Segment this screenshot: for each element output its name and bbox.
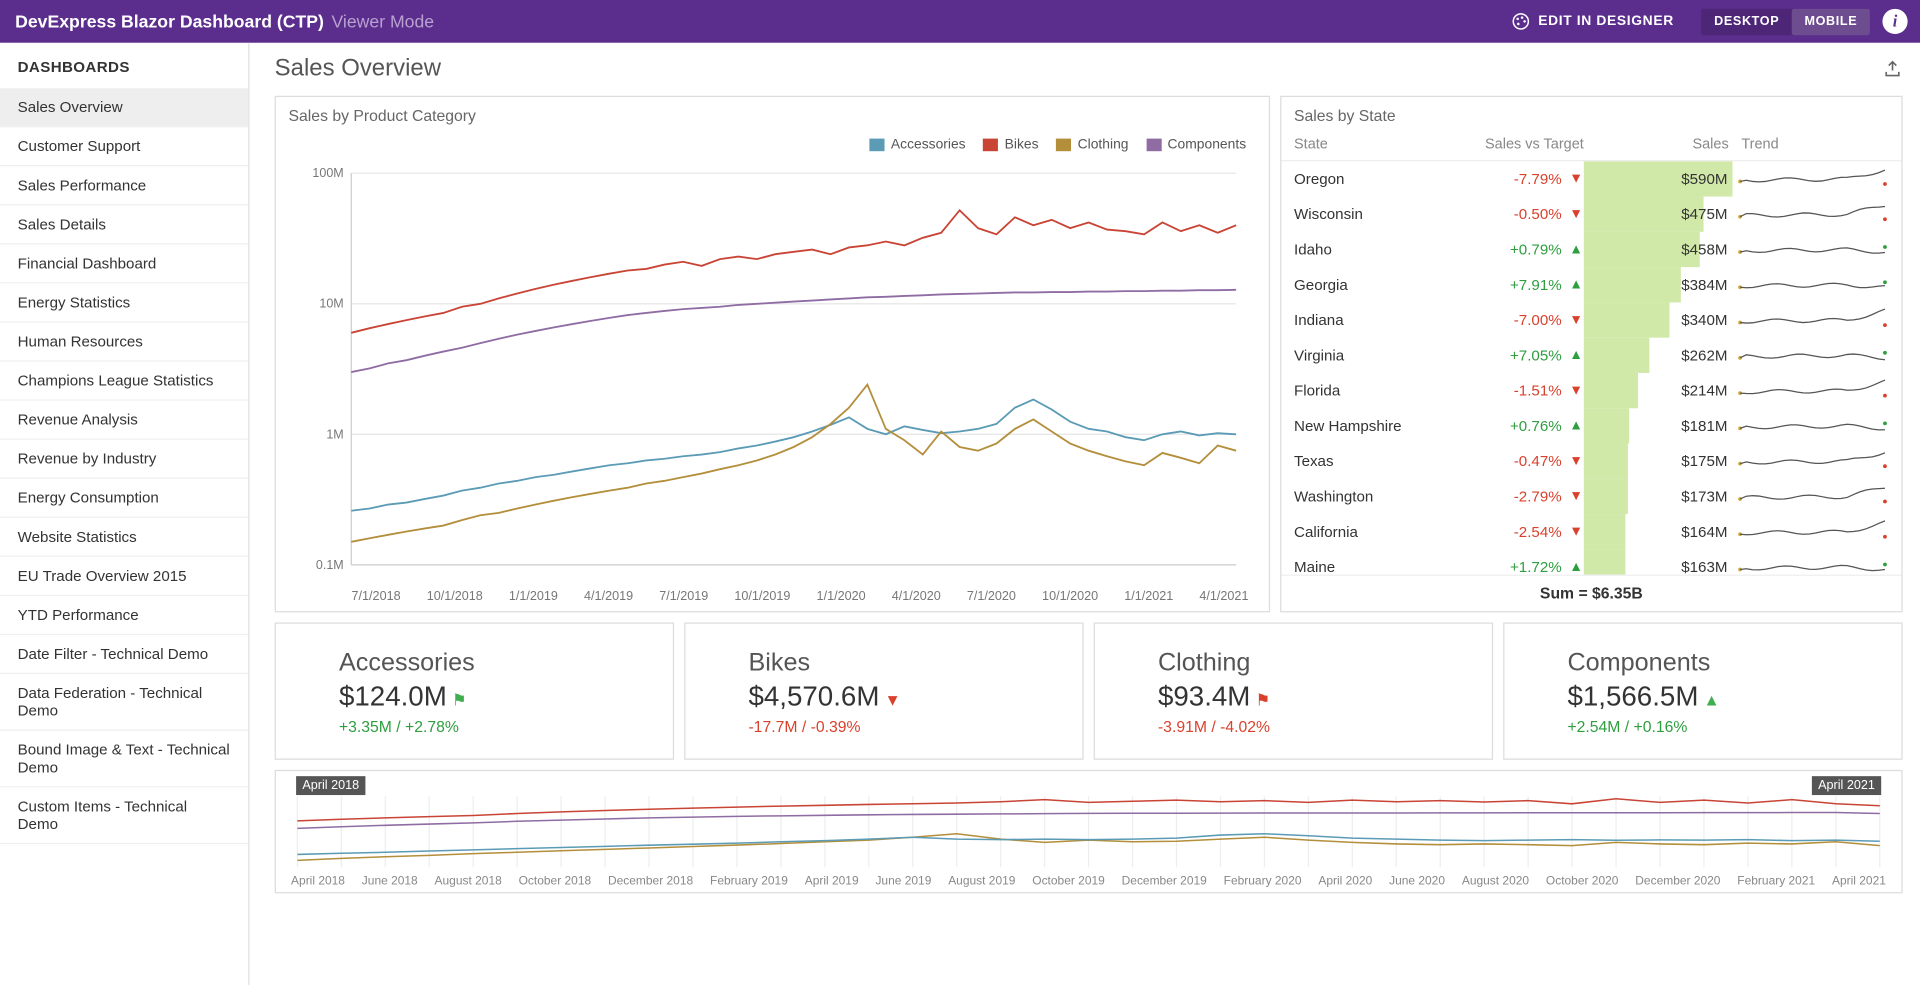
timeline-start-label: April 2018: [296, 776, 365, 795]
state-row[interactable]: Maine+1.72%▲$163M: [1281, 549, 1901, 574]
state-table-body: Oregon-7.79%▼$590MWisconsin-0.50%▼$475MI…: [1281, 161, 1901, 574]
page-title: Sales Overview: [275, 55, 441, 83]
legend-swatch: [1056, 139, 1071, 152]
svg-text:1M: 1M: [326, 426, 343, 441]
legend-swatch: [869, 139, 884, 152]
page-title-row: Sales Overview: [275, 55, 1903, 83]
mobile-toggle[interactable]: MOBILE: [1792, 8, 1870, 34]
legend-item[interactable]: Clothing: [1056, 137, 1128, 152]
kpi-row: Accessories$124.0M⚑+3.35M / +2.78%Bikes$…: [275, 622, 1903, 759]
palette-icon: [1511, 11, 1531, 31]
info-icon[interactable]: i: [1882, 9, 1907, 34]
line-chart: 100M 10M 1M 0.1M: [296, 160, 1249, 583]
state-row[interactable]: Texas-0.47%▼$175M: [1281, 444, 1901, 479]
sidebar-item[interactable]: Human Resources: [0, 323, 248, 362]
state-row[interactable]: Washington-2.79%▼$173M: [1281, 479, 1901, 514]
sidebar-item[interactable]: Bound Image & Text - Technical Demo: [0, 731, 248, 788]
view-mode-toggle: DESKTOP MOBILE: [1702, 8, 1870, 34]
sidebar-item[interactable]: Revenue Analysis: [0, 401, 248, 440]
svg-text:0.1M: 0.1M: [316, 557, 344, 572]
app-subtitle: Viewer Mode: [331, 11, 434, 31]
state-row[interactable]: Wisconsin-0.50%▼$475M: [1281, 197, 1901, 232]
timeline-chart: [291, 794, 1886, 870]
edit-in-designer-button[interactable]: EDIT IN DESIGNER: [1495, 11, 1689, 31]
state-row[interactable]: Idaho+0.79%▲$458M: [1281, 232, 1901, 267]
sidebar-item[interactable]: Sales Overview: [0, 88, 248, 127]
kpi-card[interactable]: Clothing$93.4M⚑-3.91M / -4.02%: [1094, 622, 1493, 759]
sidebar-item[interactable]: Data Federation - Technical Demo: [0, 674, 248, 731]
sidebar-item[interactable]: Financial Dashboard: [0, 244, 248, 283]
sidebar-item[interactable]: Energy Consumption: [0, 479, 248, 518]
state-row[interactable]: Virginia+7.05%▲$262M: [1281, 338, 1901, 373]
sidebar-item[interactable]: Customer Support: [0, 127, 248, 166]
sidebar-header: DASHBOARDS: [0, 43, 248, 88]
timeline-x-axis: April 2018June 2018August 2018October 20…: [291, 874, 1886, 888]
chart-x-axis: 7/1/201810/1/20181/1/20194/1/20197/1/201…: [352, 590, 1249, 604]
state-table-footer: Sum = $6.35B: [1281, 575, 1901, 612]
chart-legend: Accessories Bikes Clothing Components: [869, 137, 1246, 152]
svg-text:100M: 100M: [312, 165, 343, 180]
desktop-toggle[interactable]: DESKTOP: [1702, 8, 1792, 34]
sidebar-item[interactable]: Date Filter - Technical Demo: [0, 635, 248, 674]
sidebar-item[interactable]: Energy Statistics: [0, 284, 248, 323]
state-table-header: State Sales vs Target Sales Trend: [1281, 132, 1901, 161]
kpi-card[interactable]: Components$1,566.5M▲+2.54M / +0.16%: [1503, 622, 1902, 759]
content-area: Sales Overview Sales by Product Category…: [249, 43, 1920, 985]
chart-title: Sales by Product Category: [276, 97, 1269, 132]
state-row[interactable]: California-2.54%▼$164M: [1281, 514, 1901, 549]
sales-by-state-panel: Sales by State State Sales vs Target Sal…: [1280, 96, 1902, 613]
legend-swatch: [983, 139, 998, 152]
sidebar-item[interactable]: Custom Items - Technical Demo: [0, 788, 248, 845]
sales-by-category-panel: Sales by Product Category Accessories Bik…: [275, 96, 1270, 613]
app-title: DevExpress Blazor Dashboard (CTP): [15, 11, 324, 31]
state-row[interactable]: Florida-1.51%▼$214M: [1281, 373, 1901, 408]
state-panel-title: Sales by State: [1281, 97, 1901, 132]
svg-text:10M: 10M: [319, 295, 343, 310]
sidebar: DASHBOARDS Sales OverviewCustomer Suppor…: [0, 43, 249, 985]
kpi-card[interactable]: Bikes$4,570.6M▼-17.7M / -0.39%: [684, 622, 1083, 759]
kpi-card[interactable]: Accessories$124.0M⚑+3.35M / +2.78%: [275, 622, 674, 759]
state-row[interactable]: Oregon-7.79%▼$590M: [1281, 161, 1901, 196]
state-row[interactable]: New Hampshire+0.76%▲$181M: [1281, 408, 1901, 443]
sidebar-item[interactable]: EU Trade Overview 2015: [0, 557, 248, 596]
sidebar-item[interactable]: Revenue by Industry: [0, 440, 248, 479]
sidebar-item[interactable]: Champions League Statistics: [0, 362, 248, 401]
timeline-panel[interactable]: April 2018 April 2021 April 2018June 201…: [275, 770, 1903, 893]
state-row[interactable]: Indiana-7.00%▼$340M: [1281, 302, 1901, 337]
state-row[interactable]: Georgia+7.91%▲$384M: [1281, 267, 1901, 302]
timeline-end-label: April 2021: [1812, 776, 1881, 795]
sidebar-item[interactable]: Website Statistics: [0, 518, 248, 557]
sidebar-item[interactable]: Sales Performance: [0, 166, 248, 205]
legend-swatch: [1146, 139, 1161, 152]
legend-item[interactable]: Components: [1146, 137, 1246, 152]
sidebar-item[interactable]: Sales Details: [0, 205, 248, 244]
header-bar: DevExpress Blazor Dashboard (CTP) Viewer…: [0, 0, 1920, 43]
legend-item[interactable]: Accessories: [869, 137, 965, 152]
sidebar-item[interactable]: YTD Performance: [0, 596, 248, 635]
export-icon[interactable]: [1882, 59, 1902, 79]
legend-item[interactable]: Bikes: [983, 137, 1038, 152]
